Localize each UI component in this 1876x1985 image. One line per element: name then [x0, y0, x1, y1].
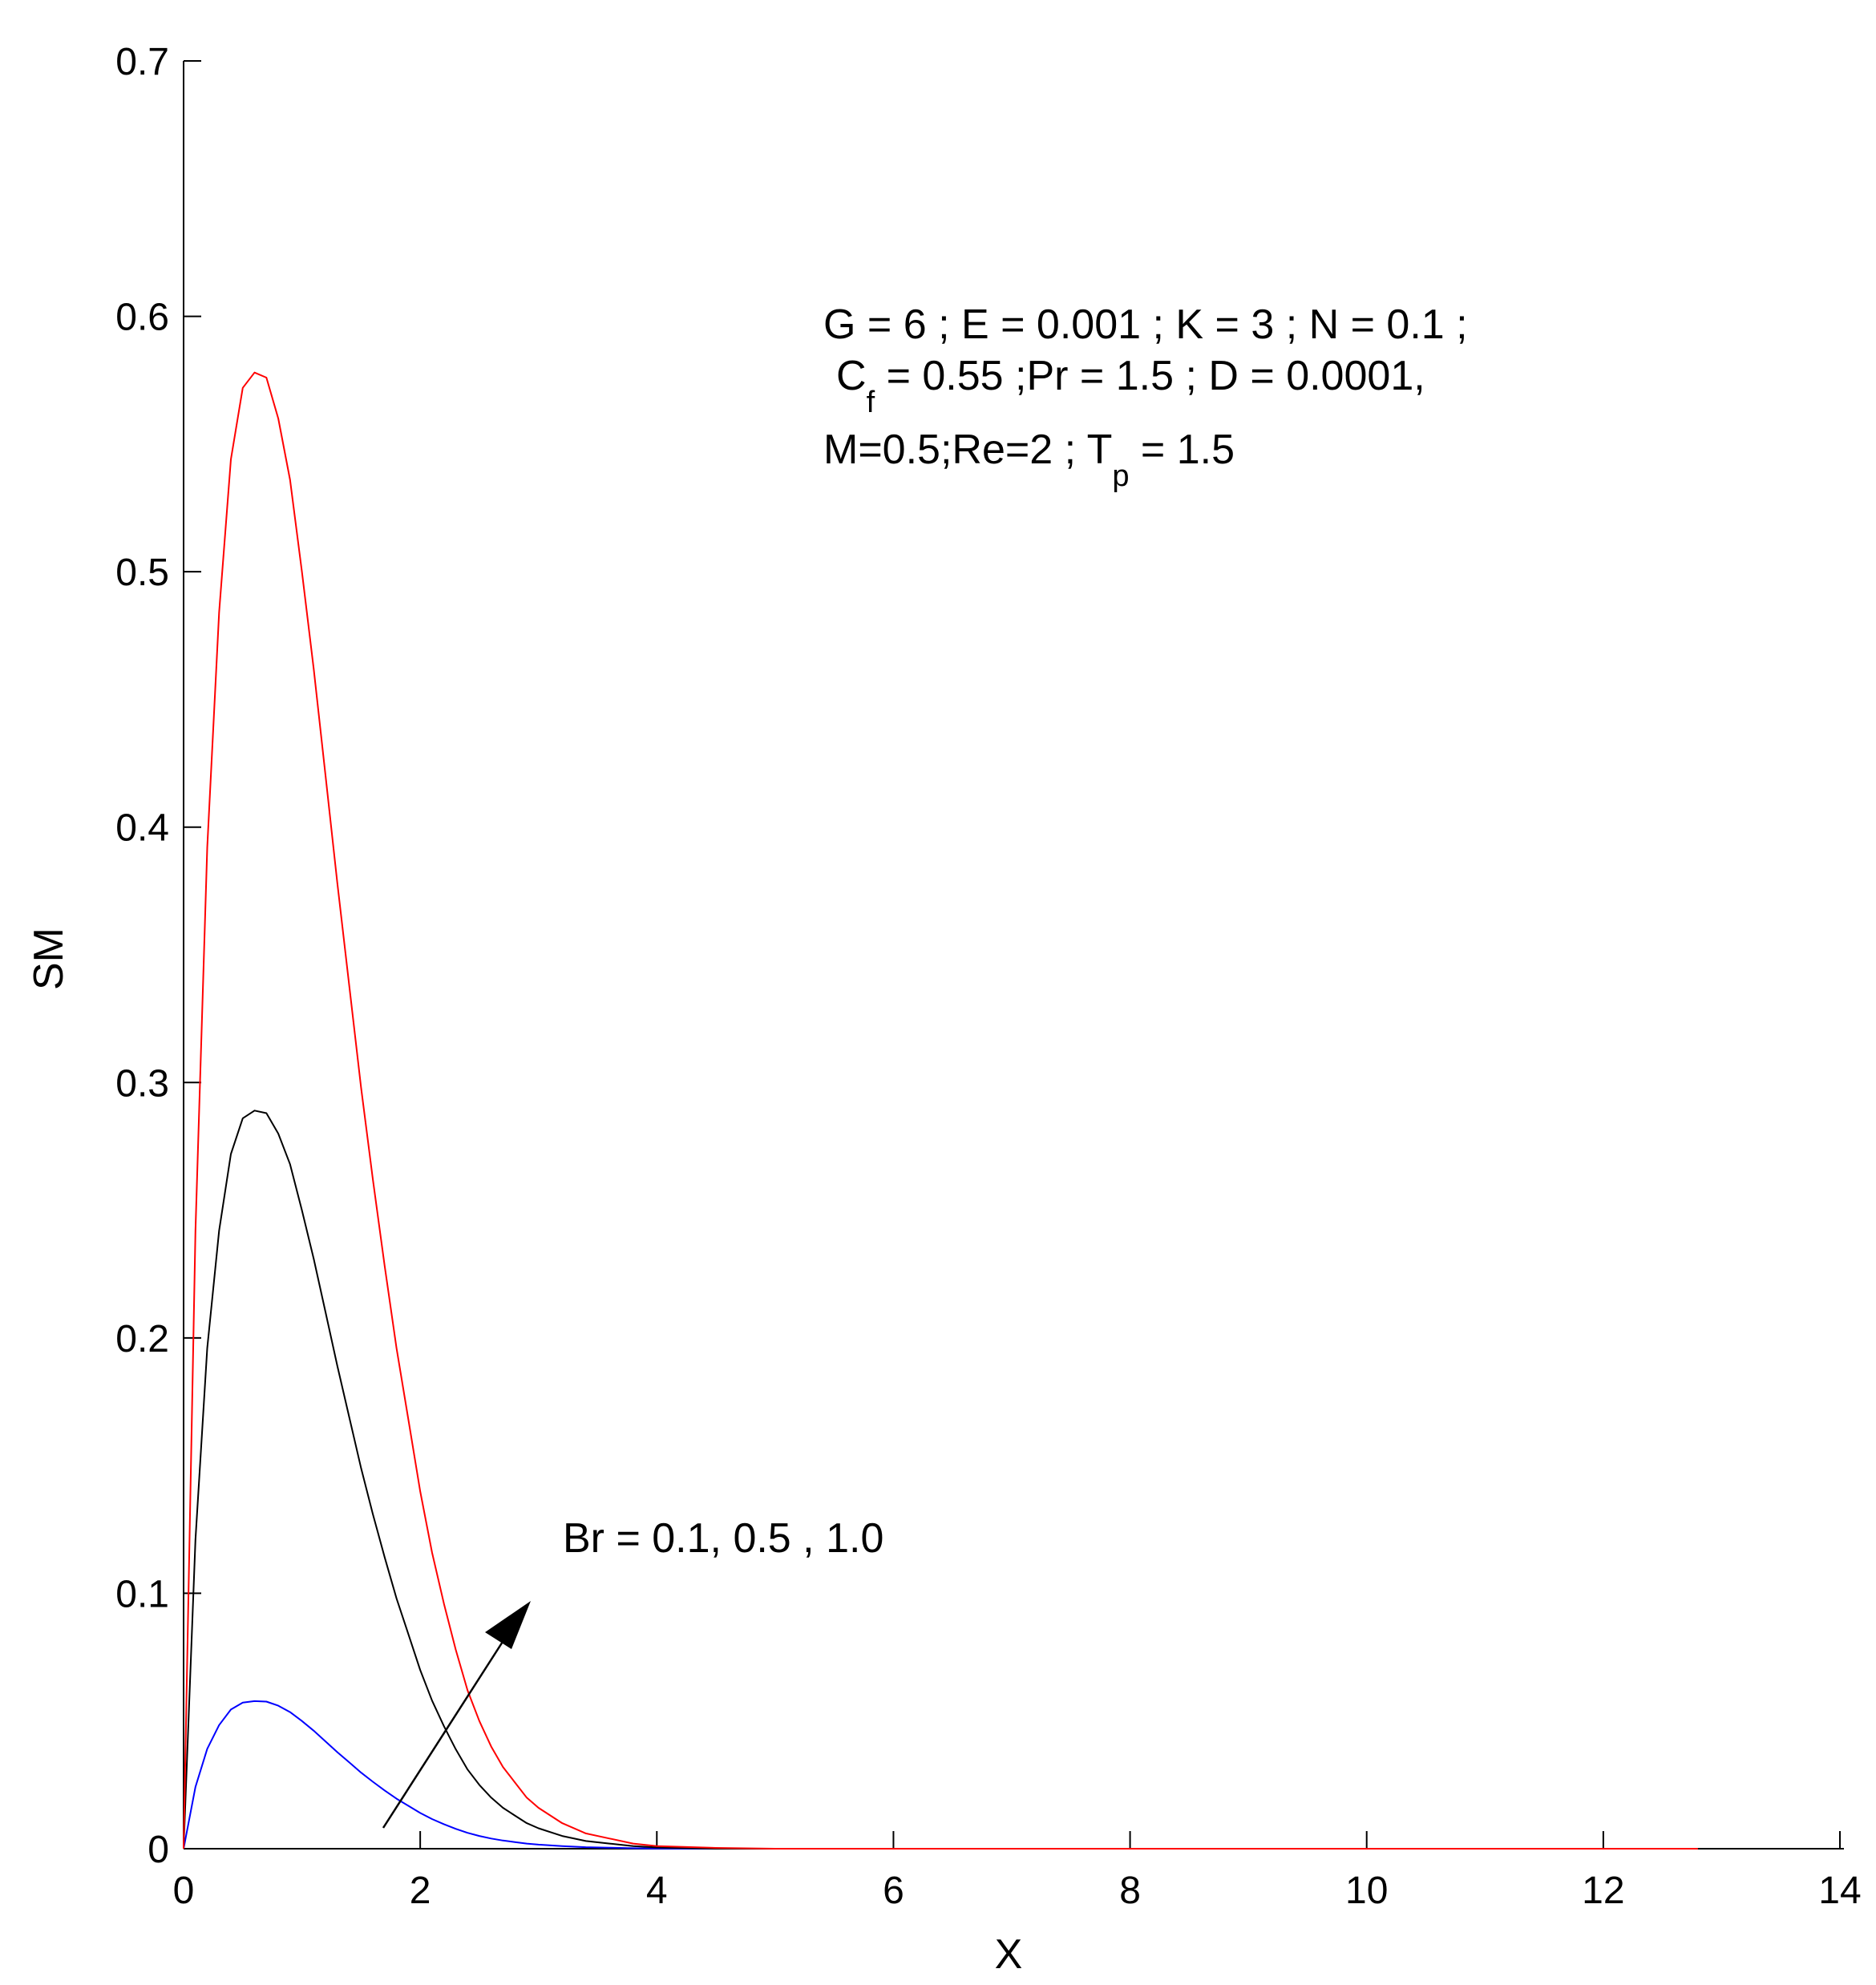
params-line-2-rest: = 0.55 ;Pr = 1.5 ; D = 0.0001,	[875, 353, 1425, 399]
y-tick-label: 0.1	[115, 1573, 169, 1615]
x-tick-label: 4	[646, 1870, 668, 1912]
params-line-3: M=0.5;Re=2 ; Tp = 1.5	[823, 427, 1235, 493]
y-tick-label: 0.4	[115, 807, 169, 850]
br-arrow-label: Br = 0.1, 0.5 , 1.0	[563, 1515, 883, 1562]
y-tick-label: 0.7	[115, 41, 169, 83]
y-tick-label: 0.5	[115, 552, 169, 594]
params-line-3-sub: p	[1112, 459, 1129, 493]
x-axis-label: X	[995, 1931, 1023, 1978]
series-layer	[183, 371, 1698, 1850]
y-tick-label: 0.2	[115, 1318, 169, 1360]
params-line-2-prefix: C	[836, 353, 867, 399]
x-tick-label: 8	[1119, 1870, 1141, 1912]
y-tick-label: 0.3	[115, 1062, 169, 1105]
br-arrow-shaft	[382, 1635, 508, 1829]
x-tick-label: 2	[410, 1870, 431, 1912]
br-arrow-annotation: Br = 0.1, 0.5 , 1.0	[382, 1515, 883, 1829]
parameters-annotation: G = 6 ; E = 0.001 ; K = 3 ; N = 0.1 ; Cf…	[823, 301, 1468, 493]
y-tick-label: 0.6	[115, 297, 169, 339]
br-1-0-curve	[183, 371, 1698, 1850]
br-0-1-curve	[183, 1700, 1698, 1850]
params-line-3-rest: = 1.5	[1129, 427, 1235, 473]
x-tick-label: 12	[1582, 1870, 1624, 1912]
y-ticks: 0 0.1 0.2 0.3 0.4 0.5 0.6 0.7	[115, 41, 201, 1871]
y-tick-label: 0	[148, 1829, 169, 1871]
br-arrow-head	[485, 1601, 531, 1649]
x-tick-label: 6	[883, 1870, 904, 1912]
params-line-2: Cf = 0.55 ;Pr = 1.5 ; D = 0.0001,	[836, 353, 1425, 419]
br-0-5-curve	[183, 1110, 1698, 1850]
params-line-1: G = 6 ; E = 0.001 ; K = 3 ; N = 0.1 ;	[823, 301, 1468, 348]
x-tick-label: 14	[1818, 1870, 1861, 1912]
x-ticks: 0 2 4 6 8 10 12 14	[173, 1831, 1862, 1912]
x-tick-label: 0	[173, 1870, 195, 1912]
y-axis-label: SM	[26, 928, 72, 990]
x-tick-label: 10	[1345, 1870, 1388, 1912]
params-line-3-prefix: M=0.5;Re=2 ; T	[823, 427, 1112, 473]
params-line-2-sub: f	[867, 386, 875, 419]
